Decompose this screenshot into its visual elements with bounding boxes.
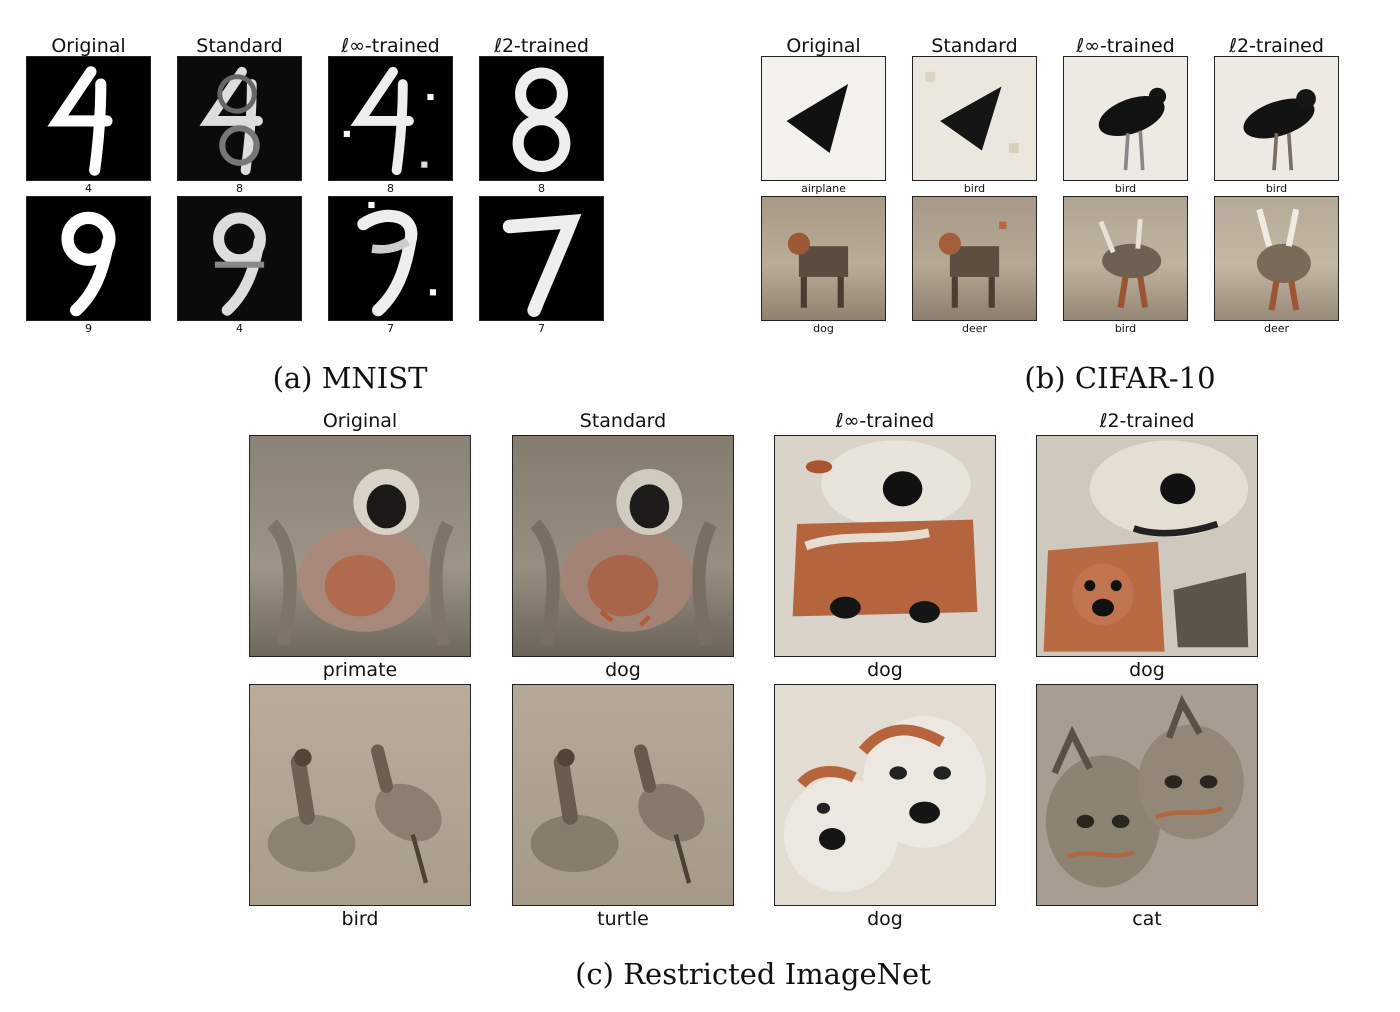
column-header-standard: Standard [196,35,283,57]
cifar-image-original [761,56,886,181]
column-header-standard: Standard [931,35,1018,57]
imagenet-image-l2 [1036,684,1258,906]
cifar-label: airplane [801,182,846,195]
column-header-original: Original [322,410,398,432]
imagenet-label: dog [867,908,903,930]
column-header-l2-trained: ℓ2-trained [494,35,589,57]
cifar-label: dog [813,322,834,335]
cifar-label: bird [1114,182,1137,195]
cifar-label: bird [1265,182,1288,195]
cifar-image-l2 [1214,56,1339,181]
panel-caption-mnist: (a) MNIST [272,361,428,395]
imagenet-label: turtle [597,908,649,930]
cifar-label: bird [963,182,986,195]
column-header-linf-trained: ℓ∞-trained [1076,35,1175,57]
imagenet-label: dog [605,659,641,681]
imagenet-label: primate [322,659,398,681]
imagenet-label: bird [341,908,379,930]
mnist-image-l2 [479,56,604,181]
mnist-image-original [26,196,151,321]
cifar-label: deer [1263,322,1290,335]
column-header-l2-trained: ℓ2-trained [1099,410,1195,432]
mnist-image-l2 [479,196,604,321]
mnist-label: 8 [538,182,545,195]
column-header-original: Original [786,35,861,57]
mnist-image-linf [328,56,453,181]
imagenet-label: dog [1129,659,1165,681]
mnist-image-original [26,56,151,181]
mnist-label: 9 [85,322,92,335]
cifar-label: bird [1114,322,1137,335]
imagenet-image-original [249,684,471,906]
imagenet-label: cat [1132,908,1162,930]
column-header-standard: Standard [579,410,667,432]
column-header-linf-trained: ℓ∞-trained [341,35,440,57]
mnist-label: 7 [538,322,545,335]
imagenet-label: dog [867,659,903,681]
column-header-l2-trained: ℓ2-trained [1229,35,1324,57]
column-header-original: Original [51,35,126,57]
mnist-label: 8 [387,182,394,195]
mnist-label: 8 [236,182,243,195]
panel-caption-cifar10: (b) CIFAR-10 [1024,361,1216,395]
mnist-label: 7 [387,322,394,335]
imagenet-image-linf [774,435,996,657]
mnist-label: 4 [236,322,243,335]
cifar-image-standard [912,196,1037,321]
cifar-image-linf [1063,196,1188,321]
mnist-image-linf [328,196,453,321]
cifar-image-standard [912,56,1037,181]
cifar-image-original [761,196,886,321]
imagenet-image-linf [774,684,996,906]
cifar-image-l2 [1214,196,1339,321]
mnist-image-standard [177,196,302,321]
imagenet-image-standard [512,684,734,906]
panel-caption-imagenet: (c) Restricted ImageNet [575,957,931,991]
column-header-linf-trained: ℓ∞-trained [835,410,935,432]
imagenet-image-original [249,435,471,657]
cifar-label: deer [961,322,988,335]
mnist-label: 4 [85,182,92,195]
cifar-image-linf [1063,56,1188,181]
imagenet-image-l2 [1036,435,1258,657]
mnist-image-standard [177,56,302,181]
imagenet-image-standard [512,435,734,657]
